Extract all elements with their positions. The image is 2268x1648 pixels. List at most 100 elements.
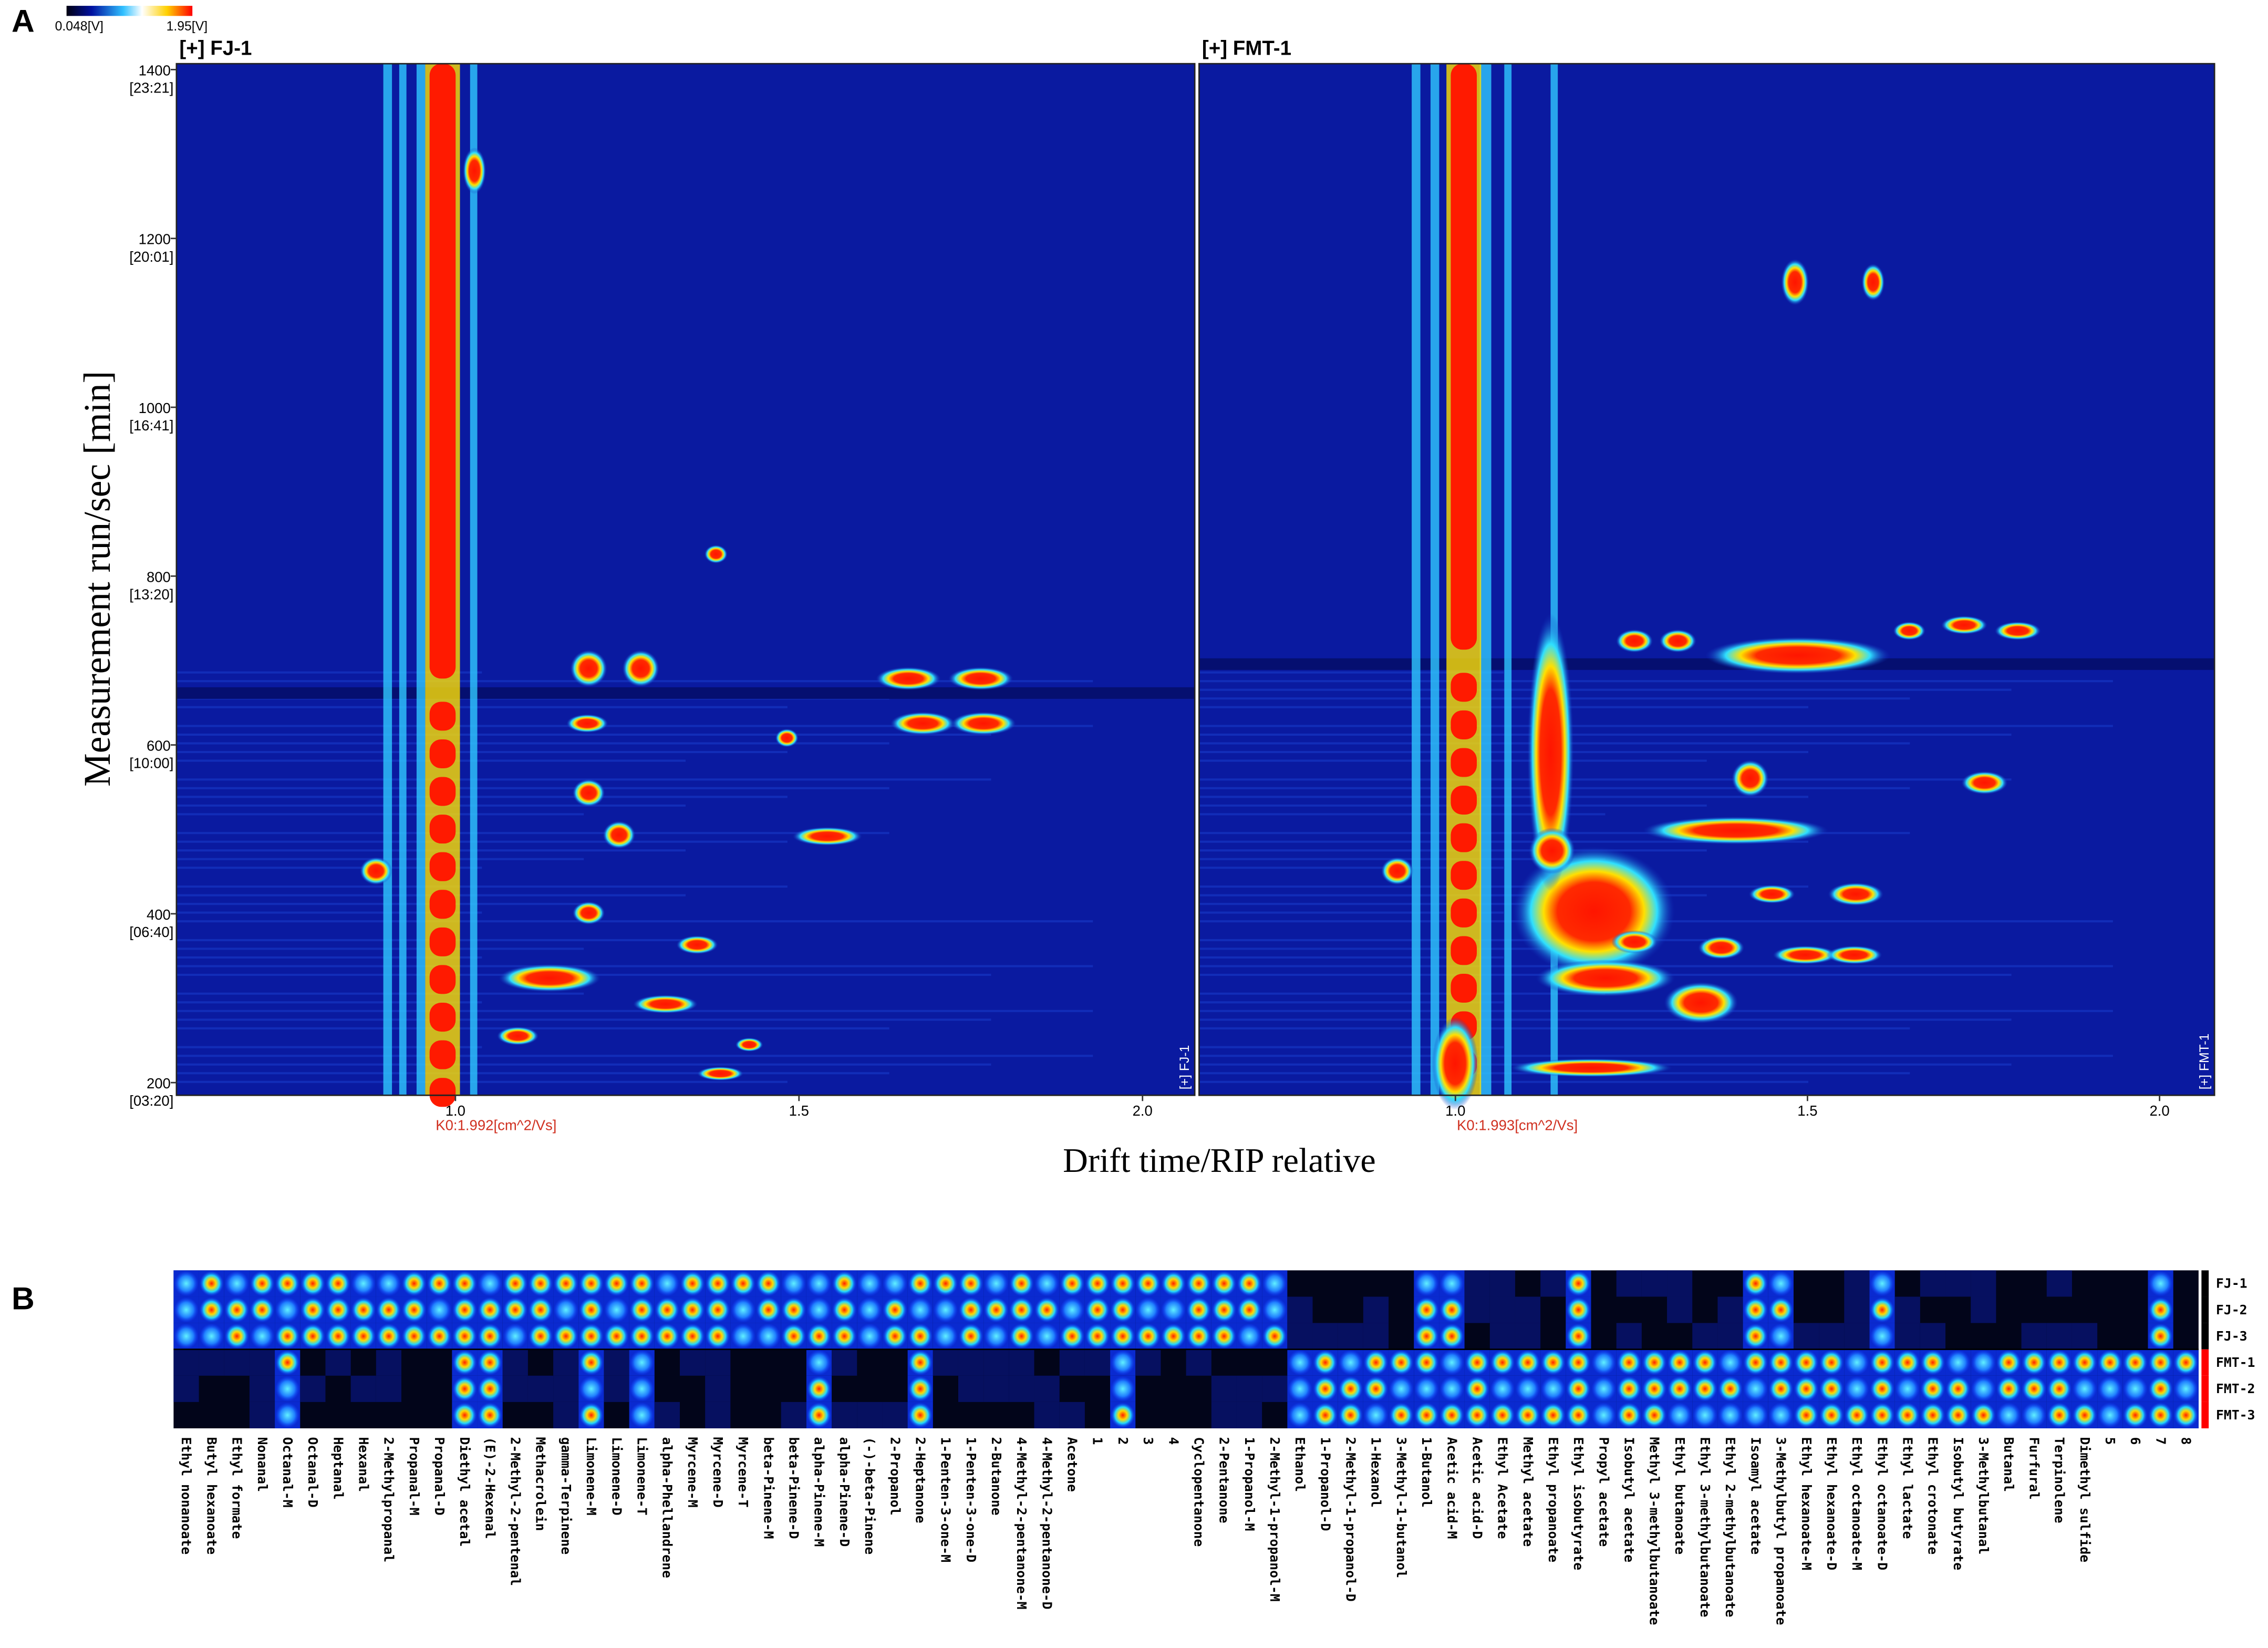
fingerprint-spot [1920, 1402, 1945, 1428]
streak [176, 840, 788, 843]
fingerprint-spot [1186, 1323, 1211, 1349]
fingerprint-spot [1870, 1376, 1894, 1402]
streak [176, 1027, 889, 1029]
streak [1199, 813, 1606, 816]
compound-label: Ethyl crotonate [1925, 1437, 1941, 1555]
streak [176, 911, 482, 914]
fingerprint-spot [1414, 1323, 1439, 1349]
peak-spot [792, 827, 862, 846]
fingerprint-spot [806, 1271, 832, 1296]
fingerprint-spot [2148, 1350, 2173, 1375]
rip-peak [1451, 786, 1477, 815]
fingerprint-cell [1084, 1349, 1111, 1376]
fingerprint-cell [249, 1375, 275, 1402]
fingerprint-spot [326, 1297, 350, 1323]
fingerprint-spot [224, 1271, 249, 1296]
fingerprint-spot [1845, 1402, 1869, 1428]
fingerprint-spot [1186, 1297, 1211, 1323]
compound-label: 1-Propanol-D [1318, 1437, 1333, 1531]
compound-label: Ethyl propanoate [1546, 1437, 1561, 1563]
fingerprint-spot [1060, 1323, 1084, 1349]
fingerprint-spot [1161, 1323, 1186, 1349]
peak-spot [1664, 982, 1738, 1024]
fingerprint-spot [1617, 1376, 1641, 1402]
streak [176, 796, 788, 798]
fingerprint-cell [527, 1375, 554, 1402]
peak-spot [1643, 816, 1829, 844]
heatmap-background [176, 64, 1195, 1096]
x-axis-label: Drift time/RIP relative [1063, 1141, 1376, 1180]
streak [176, 725, 1093, 727]
fingerprint-spot [832, 1323, 857, 1349]
compound-label: 4 [1166, 1437, 1181, 1445]
fingerprint-spot [1668, 1376, 1692, 1402]
peak-spot [570, 650, 607, 687]
fingerprint-cell [832, 1349, 857, 1376]
streak [176, 813, 584, 816]
fingerprint-spot [1743, 1323, 1768, 1349]
fingerprint-spot [376, 1297, 401, 1323]
fingerprint-cell [502, 1375, 528, 1402]
fingerprint-spot [427, 1323, 452, 1349]
compound-label: 4-Methyl-2-pentanone-M [1014, 1437, 1029, 1610]
streak [176, 947, 584, 950]
y-tick-label: 800 [147, 569, 171, 585]
fingerprint-spot [452, 1350, 477, 1375]
fingerprint-spot [1996, 1402, 2021, 1428]
fingerprint-cell [1844, 1296, 1870, 1323]
fingerprint-spot [1566, 1323, 1591, 1349]
y-tick-label: 1400 [139, 62, 171, 78]
panel-label: B [12, 1281, 35, 1316]
plot-frame [175, 63, 1196, 1096]
fingerprint-spot [452, 1271, 477, 1296]
compound-label: Ethyl nonanoate [179, 1437, 194, 1555]
fingerprint-spot [2173, 1350, 2198, 1375]
rip-peak [429, 1040, 456, 1069]
fingerprint-spot [1996, 1376, 2021, 1402]
compound-label: (-)-beta-Pinene [862, 1437, 877, 1555]
streak [1199, 706, 1809, 708]
fingerprint-spot [2148, 1297, 2173, 1323]
fingerprint-spot [2148, 1271, 2173, 1296]
peak-spot [1994, 621, 2041, 641]
streak [176, 867, 482, 869]
compound-label: Ethyl 3-methylbutanoate [1697, 1437, 1713, 1618]
compound-label: beta-Pinene-D [786, 1437, 802, 1539]
fingerprint-spot [250, 1297, 275, 1323]
fingerprint-spot [1566, 1350, 1591, 1375]
fingerprint-cell [502, 1349, 528, 1376]
fingerprint-spot [1743, 1402, 1768, 1428]
streak [176, 706, 788, 708]
streak [176, 1046, 482, 1048]
fingerprint-spot [478, 1376, 502, 1402]
fingerprint-spot [528, 1271, 553, 1296]
streak [176, 885, 788, 888]
panel-title: [+] FJ-1 [179, 37, 252, 60]
fingerprint-cell [1717, 1323, 1743, 1350]
compound-label: Octanal-D [305, 1437, 320, 1508]
rip-peak [429, 64, 456, 679]
fingerprint-spot [579, 1376, 604, 1402]
streak [176, 903, 584, 905]
peak-spot [735, 1037, 763, 1052]
fingerprint-spot [1693, 1376, 1717, 1402]
fingerprint-spot [1768, 1402, 1793, 1428]
fingerprint-spot [503, 1323, 527, 1349]
compound-label: Ethyl 2-methylbutanoate [1723, 1437, 1738, 1618]
fingerprint-spot [1363, 1402, 1389, 1428]
fingerprint-spot [376, 1323, 401, 1349]
peak-spot [876, 667, 941, 691]
fingerprint-spot [275, 1271, 300, 1296]
fingerprint-spot [478, 1271, 502, 1296]
fingerprint-spot [1946, 1350, 1971, 1375]
fingerprint-cell [1515, 1323, 1541, 1350]
fingerprint-spot [1136, 1297, 1161, 1323]
fingerprint-spot [2098, 1402, 2122, 1428]
compound-label: Ethyl formate [230, 1437, 245, 1539]
fingerprint-spot [1085, 1323, 1110, 1349]
fingerprint-cell [1059, 1402, 1085, 1429]
compound-label: 3-Methyl-1-butanol [1394, 1437, 1409, 1578]
fingerprint-spot [984, 1323, 1009, 1349]
peak-spot [1698, 936, 1745, 960]
